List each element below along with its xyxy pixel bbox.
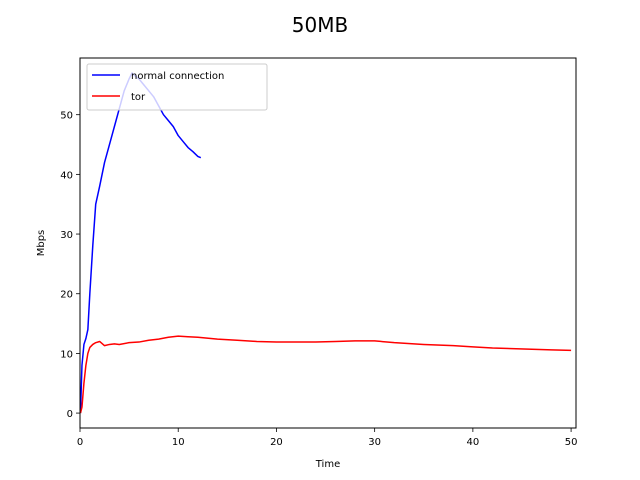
y-axis-label: Mbps	[36, 230, 47, 257]
y-tick-label: 20	[60, 290, 73, 301]
y-tick-label: 0	[67, 409, 73, 420]
series-group	[80, 73, 571, 413]
plot-frame	[80, 58, 576, 428]
legend-label-normal-connection: normal connection	[131, 71, 224, 82]
chart-title: 50MB	[292, 13, 348, 37]
y-tick-label: 10	[60, 349, 73, 360]
x-tick-label: 0	[77, 437, 83, 448]
y-tick-label: 30	[60, 230, 73, 241]
series-line-normal-connection	[80, 73, 200, 413]
x-tick-label: 30	[368, 437, 381, 448]
x-tick-label: 10	[172, 437, 185, 448]
y-tick-label: 50	[60, 111, 73, 122]
x-tick-label: 40	[467, 437, 480, 448]
series-line-tor	[80, 336, 571, 413]
y-tick-label: 40	[60, 170, 73, 181]
x-axis-label: Time	[315, 459, 340, 470]
x-tick-label: 50	[565, 437, 578, 448]
y-axis-ticks: 0 10 20 30 40 50	[60, 111, 80, 420]
legend: normal connection tor	[87, 64, 267, 110]
x-axis-ticks: 0 10 20 30 40 50	[77, 428, 578, 448]
x-tick-label: 20	[270, 437, 283, 448]
legend-label-tor: tor	[131, 92, 146, 103]
